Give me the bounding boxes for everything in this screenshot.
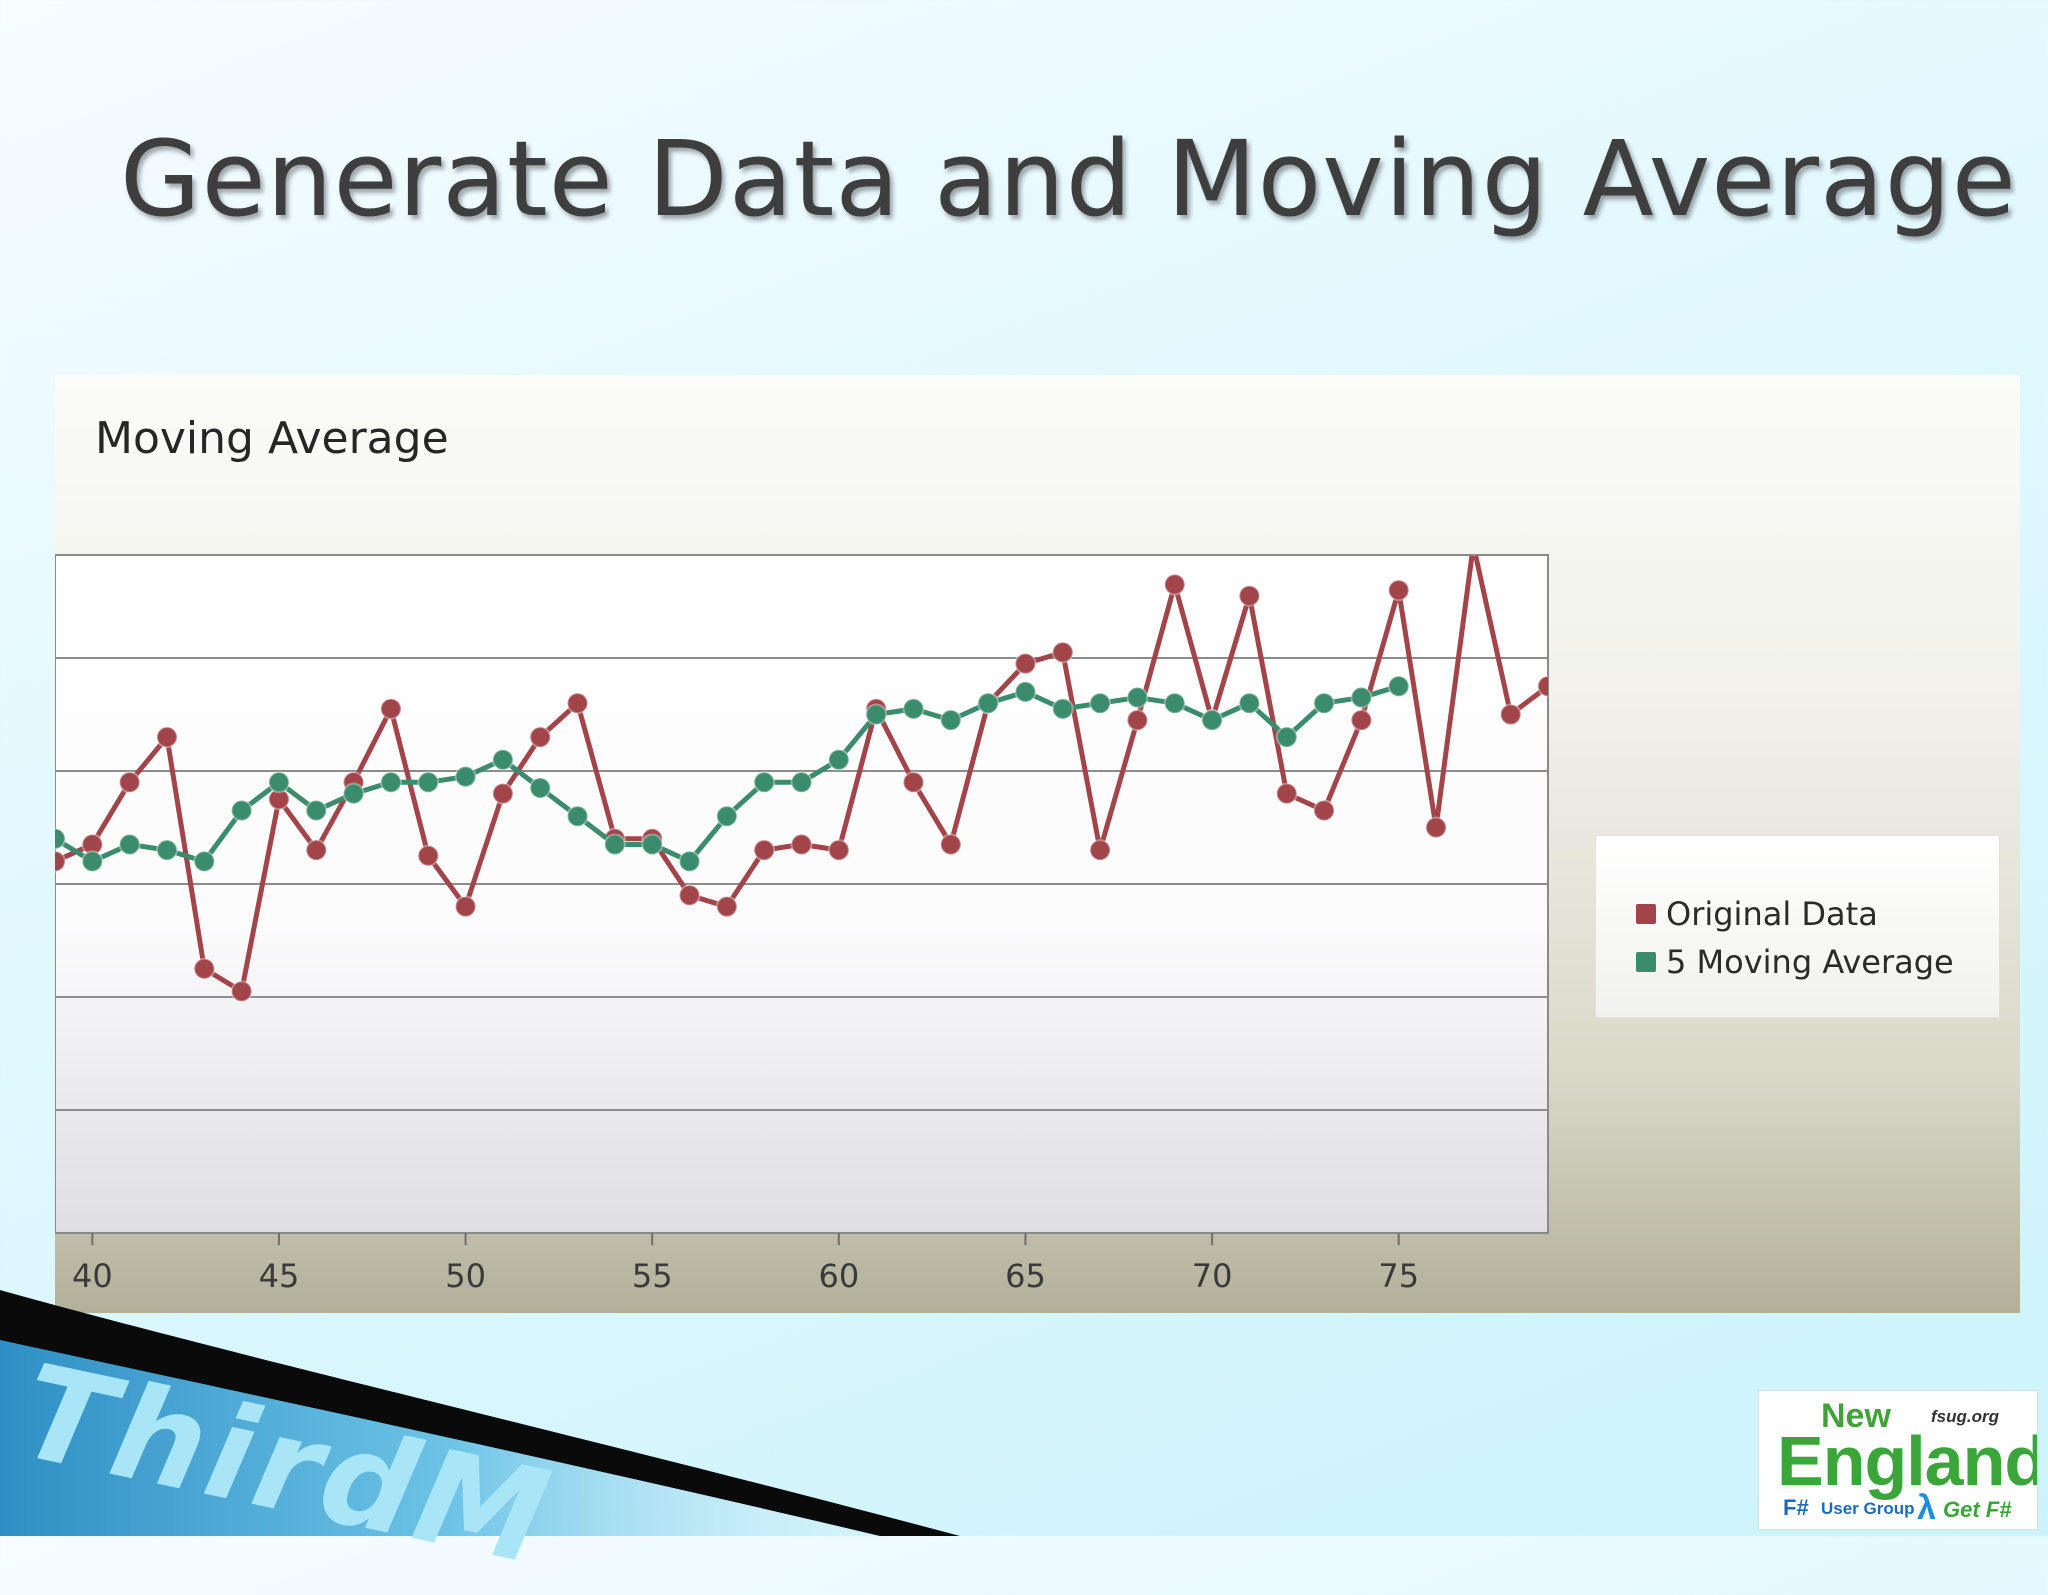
data-point-moving-average [790, 771, 813, 794]
data-point-original [1238, 584, 1261, 607]
data-point-original [1537, 675, 1548, 698]
data-point-moving-average [1089, 692, 1112, 715]
data-point-moving-average [566, 805, 589, 828]
data-point-original [1468, 555, 1478, 556]
data-point-original [939, 833, 962, 856]
data-point-moving-average [379, 771, 402, 794]
grid-lines [55, 657, 1548, 1111]
x-tick-label: 50 [445, 1257, 486, 1295]
x-tick-label: 65 [1005, 1257, 1046, 1295]
legend: Original Data 5 Moving Average [1595, 835, 2000, 1018]
x-tick-label: 40 [72, 1257, 113, 1295]
data-point-moving-average [454, 765, 477, 788]
data-point-original [529, 726, 552, 749]
data-point-moving-average [827, 748, 850, 771]
x-tick-label: 60 [818, 1257, 859, 1295]
data-point-original [454, 895, 477, 918]
x-tick-label: 55 [632, 1257, 673, 1295]
x-tick-label: 75 [1378, 1257, 1419, 1295]
data-point-moving-average [230, 799, 253, 822]
data-point-original [1126, 709, 1149, 732]
data-point-original [1275, 782, 1298, 805]
data-point-original [1387, 579, 1410, 602]
data-point-original [55, 850, 66, 873]
x-axis: 40 45 50 55 60 65 70 75 [72, 1233, 1419, 1295]
thirdm-logo: ThirdM [8, 1335, 565, 1595]
slide-title: Generate Data and Moving Average [120, 118, 2017, 240]
data-point-moving-average [81, 850, 104, 873]
data-point-original [1313, 799, 1336, 822]
legend-item-original: Original Data [1636, 890, 1999, 938]
data-point-original [1089, 839, 1112, 862]
data-point-original [193, 957, 216, 980]
data-point-original [1499, 703, 1522, 726]
new-england-fsug-logo: New fsug.org England F# User Group λ Get… [1758, 1390, 2038, 1530]
data-point-moving-average [155, 839, 178, 862]
x-tick-label: 45 [259, 1257, 300, 1295]
data-point-original [230, 980, 253, 1003]
series-layer [55, 555, 1548, 1003]
legend-swatch-original [1636, 904, 1656, 924]
legend-label-original: Original Data [1666, 895, 1878, 933]
data-point-original [678, 884, 701, 907]
plot-area: 40 45 50 55 60 65 70 75 [55, 554, 1549, 1295]
data-point-moving-average [977, 692, 1000, 715]
data-point-moving-average [342, 782, 365, 805]
data-point-moving-average [1051, 697, 1074, 720]
data-point-original [379, 697, 402, 720]
data-point-moving-average [267, 771, 290, 794]
data-point-original [566, 692, 589, 715]
data-point-moving-average [753, 771, 776, 794]
data-point-original [118, 771, 141, 794]
data-point-moving-average [305, 799, 328, 822]
data-point-original [790, 833, 813, 856]
data-point-moving-average [939, 709, 962, 732]
data-point-moving-average [118, 833, 141, 856]
data-point-original [827, 839, 850, 862]
data-point-moving-average [529, 776, 552, 799]
data-point-original [1163, 573, 1186, 596]
data-point-moving-average [1387, 675, 1410, 698]
data-point-original [1350, 709, 1373, 732]
data-point-moving-average [1313, 692, 1336, 715]
data-point-moving-average [603, 833, 626, 856]
data-point-original [155, 726, 178, 749]
legend-swatch-moving-average [1636, 952, 1656, 972]
chart-title: Moving Average [95, 413, 449, 464]
plot-background [55, 554, 1549, 1234]
data-point-moving-average [1350, 686, 1373, 709]
data-point-moving-average [1014, 680, 1037, 703]
data-point-moving-average [865, 703, 888, 726]
chart-panel: Moving Average 40 45 50 55 60 65 70 75 Original… [55, 375, 2020, 1313]
x-tick-label: 70 [1192, 1257, 1233, 1295]
data-point-moving-average [1275, 726, 1298, 749]
data-point-moving-average [55, 827, 66, 850]
data-point-moving-average [417, 771, 440, 794]
data-point-original [753, 839, 776, 862]
data-point-moving-average [715, 805, 738, 828]
data-point-original [1014, 652, 1037, 675]
data-point-original [305, 839, 328, 862]
data-point-moving-average [1201, 709, 1224, 732]
data-point-moving-average [678, 850, 701, 873]
data-point-original [491, 782, 514, 805]
legend-label-moving-average: 5 Moving Average [1666, 943, 1954, 981]
data-point-original [1051, 641, 1074, 664]
data-point-moving-average [1163, 692, 1186, 715]
data-point-original [1425, 816, 1448, 839]
data-point-moving-average [491, 748, 514, 771]
data-point-original [715, 895, 738, 918]
data-point-original [902, 771, 925, 794]
data-point-original [417, 844, 440, 867]
legend-item-moving-average: 5 Moving Average [1636, 938, 1999, 986]
data-point-moving-average [902, 697, 925, 720]
data-point-moving-average [193, 850, 216, 873]
data-point-moving-average [1238, 692, 1261, 715]
data-point-moving-average [641, 833, 664, 856]
data-point-moving-average [1126, 686, 1149, 709]
